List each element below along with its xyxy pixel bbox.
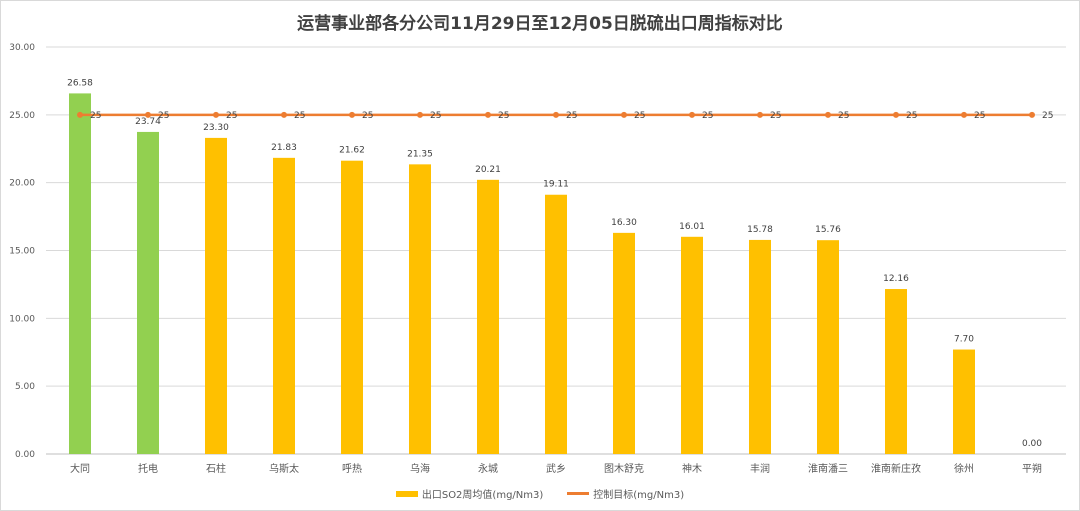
target-label: 25 bbox=[430, 111, 441, 121]
bar bbox=[953, 349, 975, 454]
bar bbox=[477, 179, 499, 454]
y-tick-label: 5.00 bbox=[15, 382, 35, 392]
legend: 出口SO2周均值(mg/Nm3) 控制目标(mg/Nm3) bbox=[1, 486, 1079, 501]
bar bbox=[341, 160, 363, 454]
data-label: 21.62 bbox=[339, 146, 365, 156]
target-point bbox=[349, 111, 355, 118]
y-tick-label: 25.00 bbox=[9, 111, 35, 121]
target-point bbox=[281, 111, 287, 118]
bar bbox=[817, 240, 839, 454]
data-label: 12.16 bbox=[883, 274, 909, 284]
target-point bbox=[689, 111, 695, 118]
legend-label: 出口SO2周均值(mg/Nm3) bbox=[421, 490, 544, 501]
x-tick-label: 徐州 bbox=[954, 462, 974, 475]
x-tick-label: 淮南潘三 bbox=[808, 462, 848, 475]
target-point bbox=[145, 111, 151, 118]
x-tick-label: 呼热 bbox=[342, 462, 362, 475]
legend-swatch bbox=[567, 492, 590, 495]
target-label: 25 bbox=[158, 111, 169, 121]
legend-item-bar: 出口SO2周均值(mg/Nm3) bbox=[395, 486, 544, 501]
x-tick-label: 乌海 bbox=[410, 462, 430, 475]
target-label: 25 bbox=[770, 111, 781, 121]
bar bbox=[409, 164, 431, 454]
chart-title: 运营事业部各分公司11月29日至12月05日脱硫出口周指标对比 bbox=[297, 14, 783, 34]
data-label: 23.30 bbox=[203, 123, 229, 133]
bar bbox=[749, 239, 771, 454]
data-label: 26.58 bbox=[67, 78, 93, 88]
data-label: 16.30 bbox=[611, 218, 637, 228]
target-point bbox=[1029, 111, 1035, 118]
target-label: 25 bbox=[974, 111, 985, 121]
x-tick-label: 图木舒克 bbox=[604, 462, 644, 475]
bar bbox=[137, 131, 159, 454]
bar bbox=[205, 137, 227, 454]
bar bbox=[545, 194, 567, 454]
target-point bbox=[825, 111, 831, 118]
x-tick-label: 丰润 bbox=[750, 462, 770, 475]
legend-label: 控制目标(mg/Nm3) bbox=[593, 490, 685, 501]
target-point bbox=[417, 111, 423, 118]
target-label: 25 bbox=[566, 111, 577, 121]
target-label: 25 bbox=[1042, 111, 1053, 121]
data-label: 7.70 bbox=[954, 335, 974, 345]
x-tick-label: 神木 bbox=[682, 462, 702, 475]
data-label: 19.11 bbox=[543, 180, 569, 190]
target-label: 25 bbox=[838, 111, 849, 121]
target-label: 25 bbox=[498, 111, 509, 121]
target-point bbox=[213, 111, 219, 118]
target-label: 25 bbox=[634, 111, 645, 121]
legend-swatch bbox=[395, 490, 418, 497]
target-label: 25 bbox=[906, 111, 917, 121]
target-label: 25 bbox=[90, 111, 101, 121]
target-point bbox=[553, 111, 559, 118]
x-tick-label: 平朔 bbox=[1022, 462, 1042, 475]
bar bbox=[885, 289, 907, 454]
target-point bbox=[485, 111, 491, 118]
data-label: 21.35 bbox=[407, 149, 433, 159]
data-label: 21.83 bbox=[271, 143, 297, 153]
target-label: 25 bbox=[226, 111, 237, 121]
target-label: 25 bbox=[362, 111, 373, 121]
legend-item-line: 控制目标(mg/Nm3) bbox=[567, 486, 684, 501]
bar bbox=[273, 157, 295, 454]
x-tick-label: 永城 bbox=[478, 462, 498, 475]
data-label: 15.76 bbox=[815, 225, 841, 235]
data-label: 15.78 bbox=[747, 225, 773, 235]
bar bbox=[681, 236, 703, 454]
target-point bbox=[893, 111, 899, 118]
target-point bbox=[961, 111, 967, 118]
target-point bbox=[757, 111, 763, 118]
data-label: 23.74 bbox=[135, 117, 161, 127]
x-tick-label: 大同 bbox=[70, 462, 90, 475]
bar bbox=[613, 232, 635, 454]
target-label: 25 bbox=[294, 111, 305, 121]
bar bbox=[69, 93, 91, 454]
y-tick-label: 20.00 bbox=[9, 179, 35, 189]
x-tick-label: 托电 bbox=[138, 462, 158, 475]
y-tick-label: 15.00 bbox=[9, 247, 35, 257]
y-tick-label: 0.00 bbox=[15, 450, 35, 460]
data-label: 0.00 bbox=[1022, 439, 1042, 449]
x-tick-label: 淮南新庄孜 bbox=[871, 462, 921, 475]
target-point bbox=[77, 111, 83, 118]
target-point bbox=[621, 111, 627, 118]
x-tick-label: 乌斯太 bbox=[269, 462, 299, 475]
x-tick-label: 石柱 bbox=[206, 462, 226, 475]
y-tick-label: 10.00 bbox=[9, 314, 35, 324]
data-label: 16.01 bbox=[679, 222, 705, 232]
target-label: 25 bbox=[702, 111, 713, 121]
x-tick-label: 武乡 bbox=[546, 462, 566, 475]
data-label: 20.21 bbox=[475, 165, 501, 175]
y-tick-label: 30.00 bbox=[9, 43, 35, 53]
